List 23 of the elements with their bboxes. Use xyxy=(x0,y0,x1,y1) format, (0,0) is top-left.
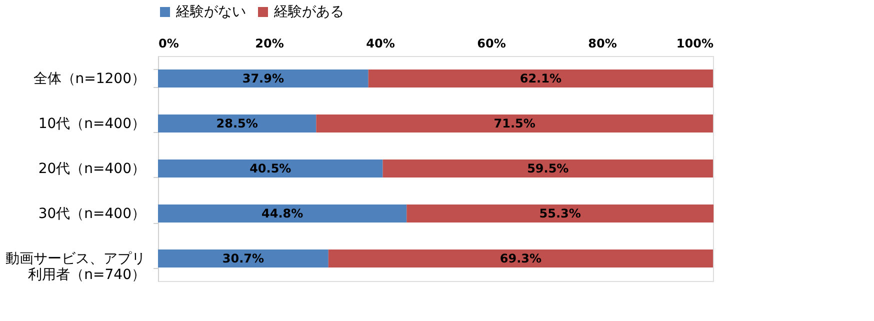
data-label: 69.3% xyxy=(500,252,542,266)
y-tick-label: 動画サービス、アプリ利用者（n=740） xyxy=(6,251,146,283)
x-tick-label: 60% xyxy=(477,36,506,50)
x-tick-label: 80% xyxy=(588,36,617,50)
y-tick-label: 10代（n=400） xyxy=(38,116,146,132)
data-label: 44.8% xyxy=(262,206,304,220)
data-label: 37.9% xyxy=(242,72,284,86)
legend-label: 経験がない xyxy=(175,4,246,20)
data-label: 40.5% xyxy=(250,162,292,176)
data-label: 55.3% xyxy=(539,206,581,220)
data-label: 62.1% xyxy=(520,72,562,86)
x-tick-label: 20% xyxy=(255,36,284,50)
x-tick-label: 0% xyxy=(158,36,179,50)
y-tick-label: 全体（n=1200） xyxy=(33,71,146,87)
data-label: 28.5% xyxy=(216,116,258,130)
data-label: 71.5% xyxy=(494,116,536,130)
data-label: 59.5% xyxy=(527,162,569,176)
y-tick-label: 30代（n=400） xyxy=(38,206,146,222)
x-tick-label: 100% xyxy=(676,36,714,50)
x-tick-label: 40% xyxy=(366,36,395,50)
data-label: 30.7% xyxy=(222,252,264,266)
legend-label: 経験がある xyxy=(273,4,344,20)
y-tick-label: 20代（n=400） xyxy=(38,161,146,177)
